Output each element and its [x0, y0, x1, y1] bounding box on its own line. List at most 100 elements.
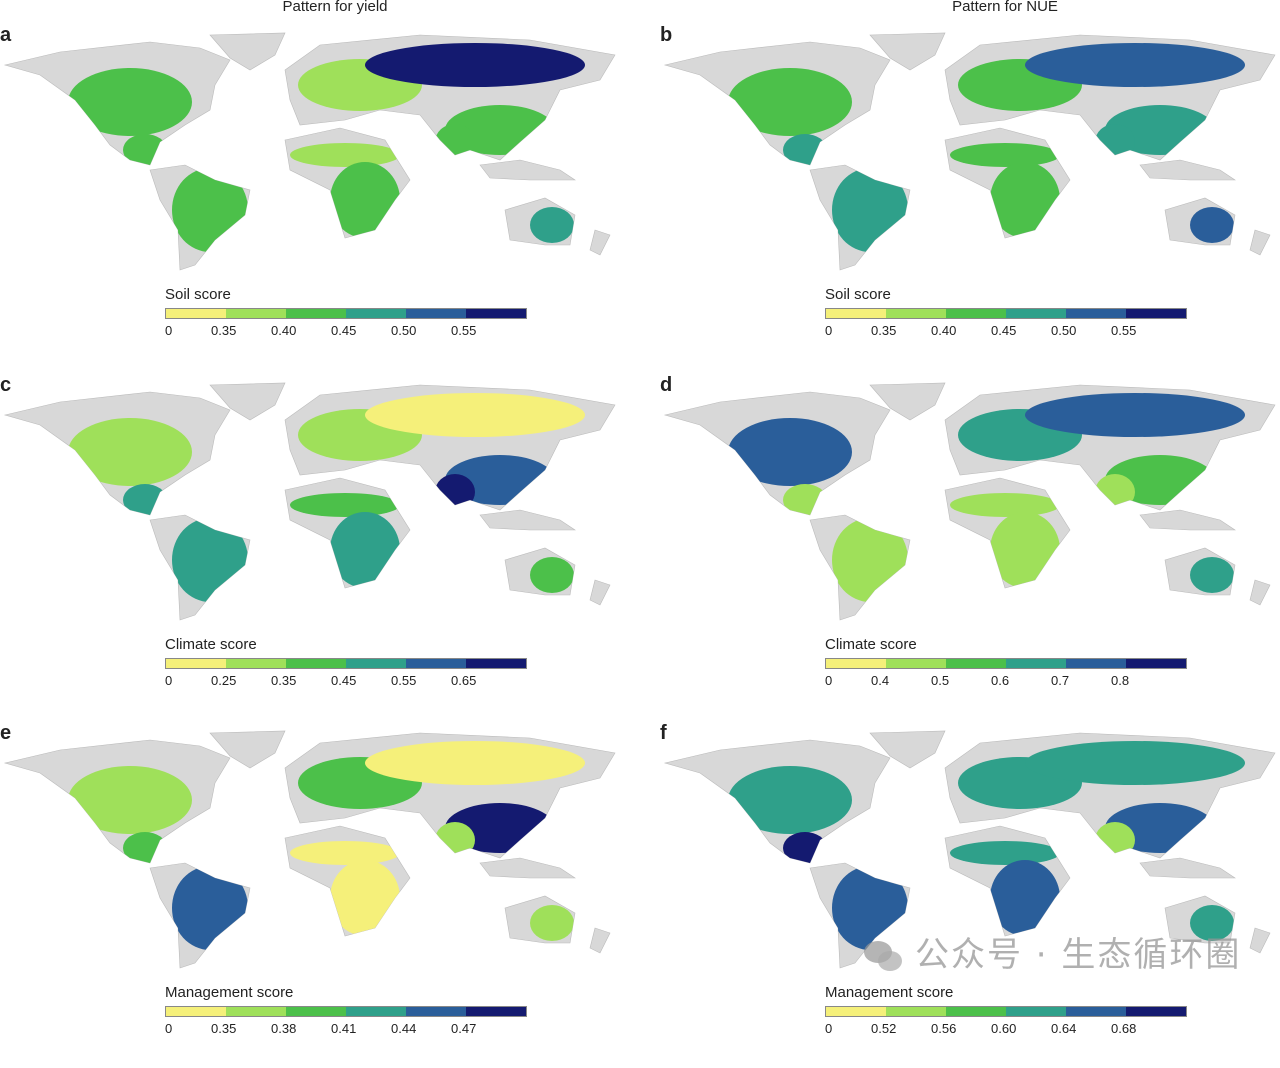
legend-tick-label: 0.68 — [1111, 1021, 1137, 1036]
score-region-india — [1095, 822, 1135, 858]
legend-tick-label: 0.6 — [991, 673, 1010, 688]
legend-swatch — [946, 1007, 1006, 1016]
legend-swatch — [1126, 659, 1186, 668]
score-region-india — [435, 474, 475, 510]
legend-colorbar — [165, 308, 527, 319]
legend-swatch — [346, 1007, 406, 1016]
score-region-ca — [123, 484, 167, 516]
world-map — [3, 32, 616, 271]
score-region-africa_s — [990, 512, 1060, 588]
legend-tick-label: 0 — [165, 1021, 173, 1036]
legend-tick-label: 0.55 — [451, 323, 477, 338]
score-region-aus — [530, 557, 574, 593]
score-region-russia — [365, 43, 585, 87]
legend-swatch — [466, 659, 526, 668]
score-region-sahel — [290, 493, 400, 517]
score-region-na — [68, 766, 192, 834]
legend-colorbar — [825, 308, 1187, 319]
color-legend: Management score 0 0.35 0.38 0.41 0.44 0.47 — [165, 983, 535, 1039]
legend-swatch — [1066, 1007, 1126, 1016]
legend-swatch — [406, 1007, 466, 1016]
score-region-na — [728, 418, 852, 486]
score-region-sa — [832, 518, 908, 602]
legend-swatch — [946, 309, 1006, 318]
legend-swatch — [1066, 659, 1126, 668]
legend-title: Soil score — [825, 286, 891, 303]
legend-tick-label: 0 — [825, 323, 833, 338]
legend-swatch — [166, 309, 226, 318]
color-legend: Climate score 0 0.4 0.5 0.6 0.7 0.8 — [825, 635, 1195, 691]
legend-tick-label: 0.44 — [391, 1021, 417, 1036]
score-region-ca — [123, 832, 167, 864]
map-panel-f: f Management score 0 0.52 0.56 0.60 0.64 0.68 — [660, 722, 1280, 1068]
landmass-indonesia — [1139, 857, 1236, 879]
score-region-india — [435, 124, 475, 160]
legend-tick-label: 0.64 — [1051, 1021, 1077, 1036]
legend-tick-label: 0.40 — [931, 323, 957, 338]
score-region-africa_s — [330, 512, 400, 588]
score-region-aus — [1190, 905, 1234, 941]
legend-tick-label: 0.52 — [871, 1021, 897, 1036]
legend-tick-label: 0.35 — [211, 323, 237, 338]
landmass-nz — [589, 229, 611, 256]
color-legend: Climate score 0 0.25 0.35 0.45 0.55 0.65 — [165, 635, 535, 691]
world-map — [663, 730, 1276, 969]
legend-ticks: 0 0.35 0.38 0.41 0.44 0.47 — [165, 1021, 535, 1039]
landmass-greenland — [869, 32, 946, 71]
score-region-sahel — [950, 841, 1060, 865]
score-region-aus — [530, 905, 574, 941]
legend-swatch — [1126, 1007, 1186, 1016]
score-region-india — [435, 822, 475, 858]
score-region-africa_s — [330, 860, 400, 936]
score-region-russia — [1025, 741, 1245, 785]
legend-tick-label: 0.56 — [931, 1021, 957, 1036]
legend-colorbar — [825, 1006, 1187, 1017]
legend-tick-label: 0 — [825, 1021, 833, 1036]
landmass-nz — [1249, 229, 1271, 256]
score-region-na — [728, 68, 852, 136]
landmass-indonesia — [1139, 509, 1236, 531]
legend-swatch — [1006, 659, 1066, 668]
legend-swatch — [286, 309, 346, 318]
legend-tick-label: 0.55 — [1111, 323, 1137, 338]
legend-colorbar — [165, 1006, 527, 1017]
legend-tick-label: 0.35 — [211, 1021, 237, 1036]
score-region-africa_s — [330, 162, 400, 238]
legend-swatch — [406, 309, 466, 318]
legend-tick-label: 0.8 — [1111, 673, 1130, 688]
score-region-aus — [530, 207, 574, 243]
score-region-sa — [172, 866, 248, 950]
legend-tick-label: 0.5 — [931, 673, 950, 688]
legend-swatch — [286, 659, 346, 668]
score-region-sahel — [950, 143, 1060, 167]
legend-swatch — [826, 1007, 886, 1016]
legend-tick-label: 0.45 — [331, 323, 357, 338]
legend-tick-label: 0 — [165, 323, 173, 338]
legend-tick-label: 0.45 — [991, 323, 1017, 338]
legend-tick-label: 0.65 — [451, 673, 477, 688]
legend-swatch — [226, 659, 286, 668]
legend-swatch — [166, 1007, 226, 1016]
legend-swatch — [1066, 309, 1126, 318]
color-legend: Management score 0 0.52 0.56 0.60 0.64 0.68 — [825, 983, 1195, 1039]
legend-swatch — [886, 659, 946, 668]
landmass-indonesia — [1139, 159, 1236, 181]
legend-swatch — [1006, 1007, 1066, 1016]
legend-title: Soil score — [165, 286, 231, 303]
world-map — [663, 32, 1276, 271]
landmass-greenland — [209, 730, 286, 769]
legend-tick-label: 0.47 — [451, 1021, 477, 1036]
legend-tick-label: 0 — [165, 673, 173, 688]
watermark: 公众号 · 生态循环圈 — [915, 935, 1242, 975]
score-region-russia — [1025, 43, 1245, 87]
column-title-yield: Pattern for yield — [282, 0, 388, 15]
legend-swatch — [406, 659, 466, 668]
legend-ticks: 0 0.4 0.5 0.6 0.7 0.8 — [825, 673, 1195, 691]
legend-tick-label: 0.35 — [871, 323, 897, 338]
score-region-sa — [832, 168, 908, 252]
panel-letter: d — [660, 374, 673, 396]
legend-swatch — [886, 309, 946, 318]
score-region-ca — [783, 484, 827, 516]
legend-tick-label: 0.50 — [391, 323, 417, 338]
panel-letter: a — [0, 24, 12, 46]
